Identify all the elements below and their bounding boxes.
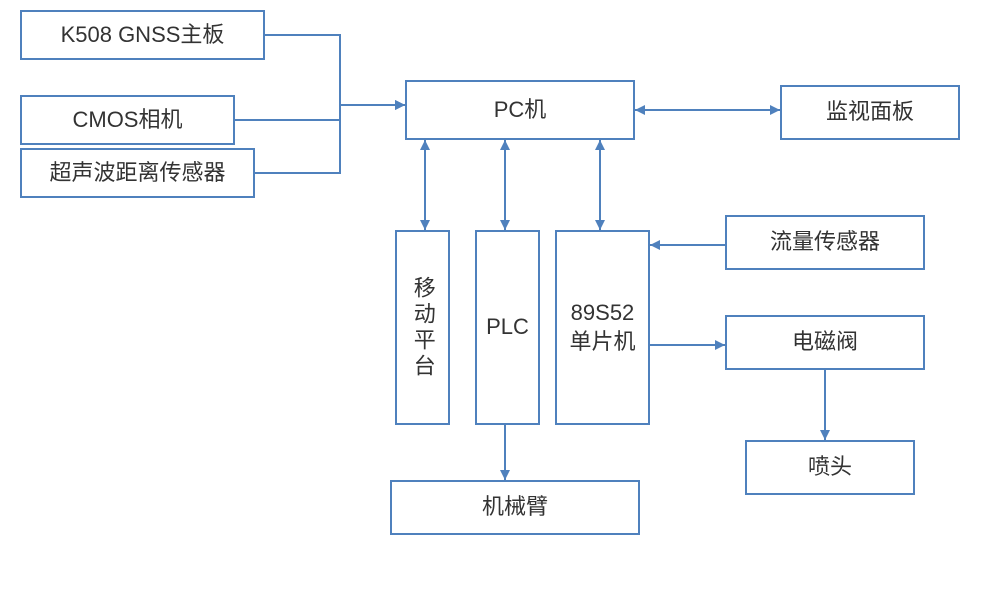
node-label: CMOS相机 [72,106,182,135]
node-label: 流量传感器 [770,228,880,257]
node-valve: 电磁阀 [725,315,925,370]
node-arm: 机械臂 [390,480,640,535]
node-flow: 流量传感器 [725,215,925,270]
node-gnss: K508 GNSS主板 [20,10,265,60]
edge-ultra-pc [255,105,405,173]
node-plc: PLC [475,230,540,425]
node-label: PC机 [494,96,547,125]
edge-gnss-pc [265,35,405,105]
node-label: 监视面板 [826,98,914,127]
node-pc: PC机 [405,80,635,140]
node-label: 喷头 [808,453,852,482]
node-cmos: CMOS相机 [20,95,235,145]
node-label: 电磁阀 [792,328,858,357]
node-ultra: 超声波距离传感器 [20,148,255,198]
node-label: K508 GNSS主板 [61,21,225,50]
node-monitor: 监视面板 [780,85,960,140]
edge-cmos-pc [235,105,405,120]
node-label: 89S52 单片机 [569,299,635,356]
node-label: 超声波距离传感器 [49,159,225,188]
node-label: 移动平台 [408,276,437,380]
node-label: PLC [486,313,529,342]
node-nozzle: 喷头 [745,440,915,495]
node-move: 移动平台 [395,230,450,425]
node-label: 机械臂 [482,493,548,522]
node-mcu: 89S52 单片机 [555,230,650,425]
